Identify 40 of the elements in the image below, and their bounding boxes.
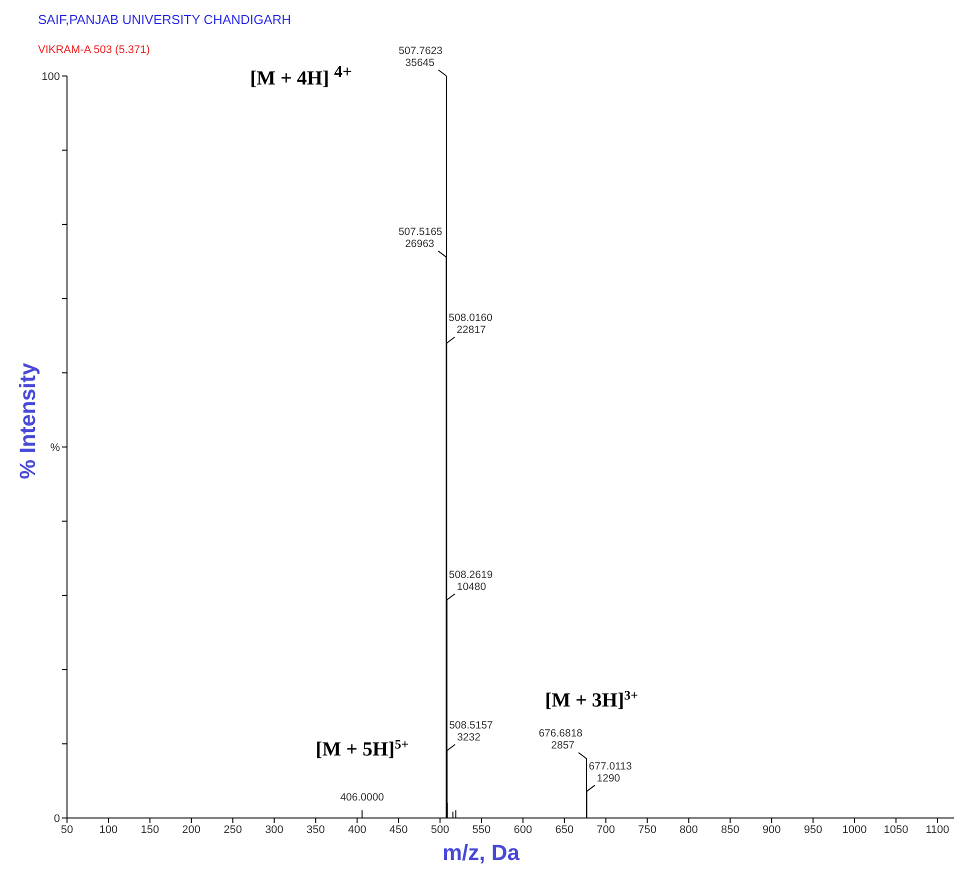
annotation: 406.0000 [340,792,384,804]
annotation: 508.5157 3232 [449,719,494,744]
x-tick-label: 1050 [884,824,908,836]
x-tick-label: 750 [638,824,656,836]
x-tick-label: 200 [182,824,201,836]
x-axis-title: m/z, Da [441,840,521,866]
x-tick-label: 950 [804,824,822,836]
annotation: 507.5165 26963 [398,226,442,250]
x-tick-label: 300 [265,824,284,836]
annotation: 677.0113 1290 [588,760,632,784]
x-tick-label: 250 [224,824,242,836]
x-tick-label: 700 [596,824,616,836]
x-tick-label: 350 [306,824,325,836]
x-tick-label: 900 [762,824,781,836]
x-tick-label: 500 [430,824,450,836]
x-tick-label: 850 [721,824,740,836]
x-tick-label: 800 [680,824,698,836]
annotation: 507.7623 35645 [398,45,443,69]
chart-title: SAIF,PANJAB UNIVERSITY CHANDIGARH [38,12,292,27]
annotation: [M + 4H] $^{4+}$ [250,62,352,91]
y-tick-label: 100 [42,70,60,83]
chart-subtitle: VIKRAM-A 503 (5.371) [38,44,150,56]
annotation: 676.6818 2857 [538,728,583,752]
y-tick-label: % [50,442,60,454]
x-tick-label: 400 [348,824,366,836]
x-tick-label: 1100 [926,824,950,836]
x-tick-label: 550 [472,824,491,836]
x-tick-label: 450 [389,824,408,836]
annotation: 508.2619 10480 [448,568,493,593]
annotation: [M + 5H]$^{5+}$ [316,736,409,761]
x-tick-label: 600 [514,824,532,836]
x-tick-label: 150 [140,824,160,836]
annotation: [M + 3H]$^{3+}$ [544,687,638,712]
x-tick-label: 650 [555,824,574,836]
y-tick-label: 0 [54,812,60,825]
annotation: 508.0160 22817 [448,312,493,336]
x-tick-label: 100 [99,824,118,836]
x-tick-label: 50 [60,824,74,836]
x-tick-label: 1000 [842,824,867,836]
y-axis-title: % Intensity [15,362,41,482]
